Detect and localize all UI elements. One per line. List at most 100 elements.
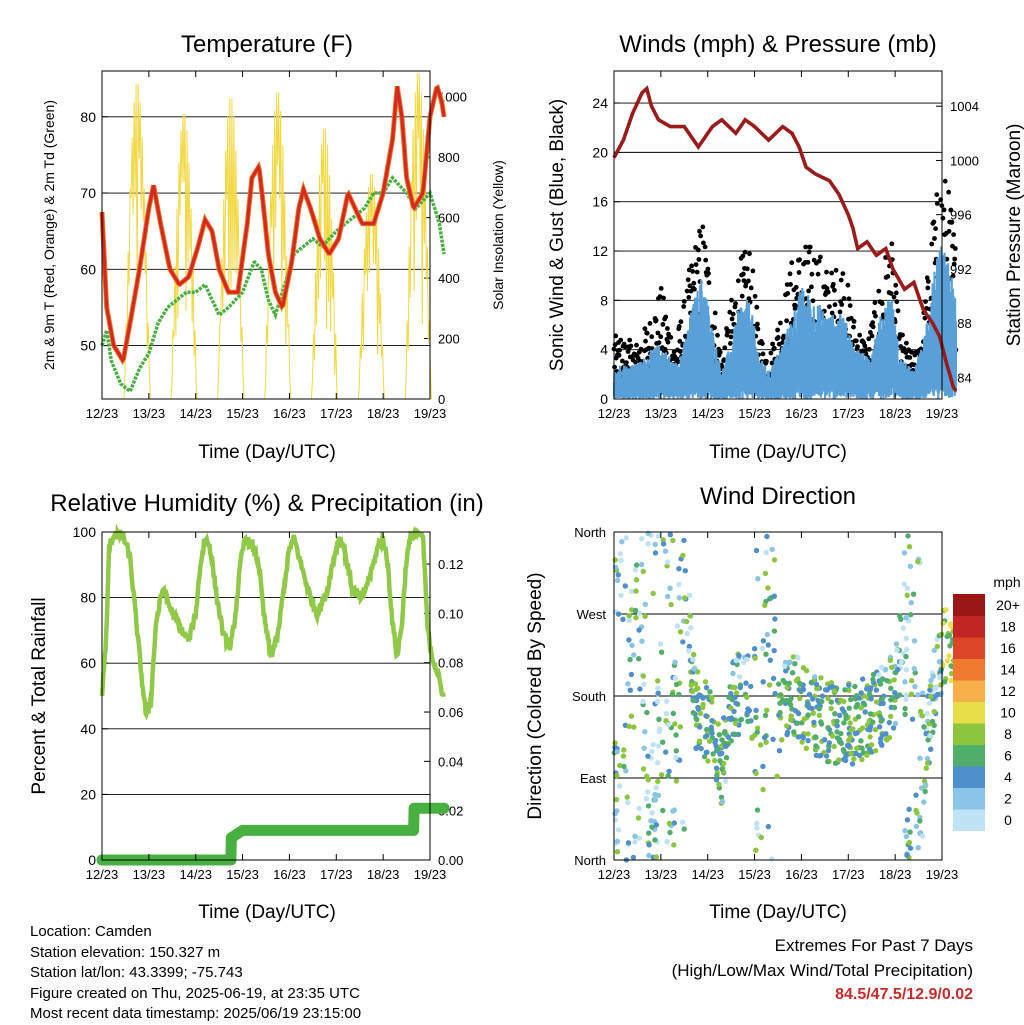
colorbar-label-2: 4 bbox=[1004, 769, 1012, 785]
rh-y2tick-label-0: 0.00 bbox=[438, 853, 463, 868]
direction-point bbox=[759, 645, 766, 651]
direction-point bbox=[660, 739, 666, 745]
direction-point bbox=[771, 628, 778, 634]
temperature-xtick-label-1: 13/23 bbox=[133, 406, 166, 421]
direction-point bbox=[717, 758, 723, 764]
direction-point bbox=[825, 747, 832, 754]
direction-point bbox=[870, 719, 876, 725]
gust-series bbox=[611, 178, 959, 386]
gust-point bbox=[950, 273, 956, 279]
colorbar-label-8: 16 bbox=[1000, 640, 1016, 656]
direction-point bbox=[650, 590, 656, 597]
direction-point bbox=[697, 710, 704, 717]
gust-point bbox=[829, 310, 835, 316]
gust-point bbox=[697, 228, 702, 234]
gust-point bbox=[805, 259, 811, 265]
gust-point bbox=[922, 315, 928, 321]
direction-point bbox=[868, 742, 875, 748]
rh-ytick-label-4: 80 bbox=[80, 590, 96, 606]
direction-point bbox=[662, 548, 669, 554]
rh-y2tick-label-2: 0.04 bbox=[438, 754, 463, 769]
direction-point bbox=[841, 756, 847, 763]
direction-point bbox=[652, 797, 659, 803]
direction-point bbox=[721, 715, 727, 721]
direction-point bbox=[805, 712, 811, 718]
winds-ylabel-right: Station Pressure (Maroon) bbox=[1004, 124, 1024, 347]
direction-point bbox=[903, 833, 910, 840]
direction-point bbox=[653, 784, 659, 791]
direction-point bbox=[626, 637, 632, 643]
direction-point bbox=[708, 724, 714, 730]
direction-point bbox=[834, 735, 841, 741]
winds-xtick-label-1: 13/23 bbox=[645, 406, 678, 421]
gust-point bbox=[946, 189, 951, 195]
temperature-y2tick-label-3: 600 bbox=[438, 211, 460, 226]
winds-y2tick-label-3: 996 bbox=[950, 208, 972, 223]
colorbar-swatch-9 bbox=[953, 615, 985, 638]
direction-point bbox=[879, 732, 886, 738]
direction-point bbox=[645, 789, 651, 795]
colorbar-label-5: 10 bbox=[1000, 704, 1016, 720]
gust-point bbox=[740, 271, 746, 277]
direction-ylabel: Direction (Colored By Speed) bbox=[525, 572, 546, 819]
direction-point bbox=[887, 713, 894, 720]
dewpoint-2m-series bbox=[100, 174, 446, 395]
direction-point bbox=[658, 649, 665, 655]
direction-point bbox=[938, 682, 944, 688]
direction-point bbox=[928, 677, 934, 684]
gust-point bbox=[876, 288, 882, 294]
direction-point bbox=[629, 588, 635, 595]
gust-point bbox=[944, 256, 950, 262]
direction-point bbox=[816, 706, 822, 712]
direction-point bbox=[667, 532, 673, 538]
gust-point bbox=[728, 334, 734, 340]
direction-point bbox=[695, 744, 701, 750]
direction-point bbox=[948, 678, 954, 684]
direction-point bbox=[864, 686, 870, 692]
direction-point bbox=[663, 710, 670, 717]
gust-point bbox=[933, 226, 938, 232]
direction-point bbox=[646, 852, 652, 859]
winds-ytick-label-6: 24 bbox=[592, 95, 608, 111]
gust-point bbox=[888, 291, 894, 296]
direction-point bbox=[645, 803, 652, 809]
direction-point bbox=[782, 663, 788, 669]
direction-point bbox=[713, 765, 720, 771]
direction-point bbox=[848, 727, 854, 733]
direction-point bbox=[903, 635, 909, 642]
gust-point bbox=[900, 332, 905, 338]
direction-point bbox=[912, 683, 918, 690]
direction-point bbox=[767, 657, 773, 663]
direction-point bbox=[879, 742, 885, 748]
direction-point bbox=[649, 824, 655, 830]
direction-point bbox=[646, 830, 652, 836]
direction-point bbox=[690, 710, 696, 716]
direction-point bbox=[784, 729, 791, 736]
direction-point bbox=[733, 700, 739, 706]
colorbar-label-10: 20+ bbox=[996, 597, 1020, 613]
rh-xtick-label-5: 17/23 bbox=[320, 867, 353, 882]
gust-point bbox=[841, 296, 847, 301]
direction-point bbox=[765, 642, 771, 648]
direction-point bbox=[834, 718, 840, 724]
winds-xtick-label-4: 16/23 bbox=[785, 406, 818, 421]
direction-point bbox=[663, 749, 669, 755]
direction-point bbox=[792, 661, 798, 667]
colorbar-label-1: 2 bbox=[1004, 790, 1012, 806]
pressure-series bbox=[612, 85, 958, 393]
gust-point bbox=[893, 282, 899, 288]
direction-point bbox=[915, 845, 921, 851]
winds-title: Winds (mph) & Pressure (mb) bbox=[619, 31, 936, 58]
colorbar-label-9: 18 bbox=[1000, 618, 1016, 634]
gust-point bbox=[810, 298, 816, 304]
direction-point bbox=[930, 673, 936, 679]
direction-point bbox=[858, 690, 864, 696]
direction-point bbox=[692, 681, 699, 687]
direction-point bbox=[825, 725, 831, 731]
direction-point bbox=[628, 713, 635, 719]
gust-point bbox=[784, 318, 789, 324]
gust-point bbox=[793, 284, 799, 290]
rh-ytick-label-5: 100 bbox=[73, 524, 97, 540]
